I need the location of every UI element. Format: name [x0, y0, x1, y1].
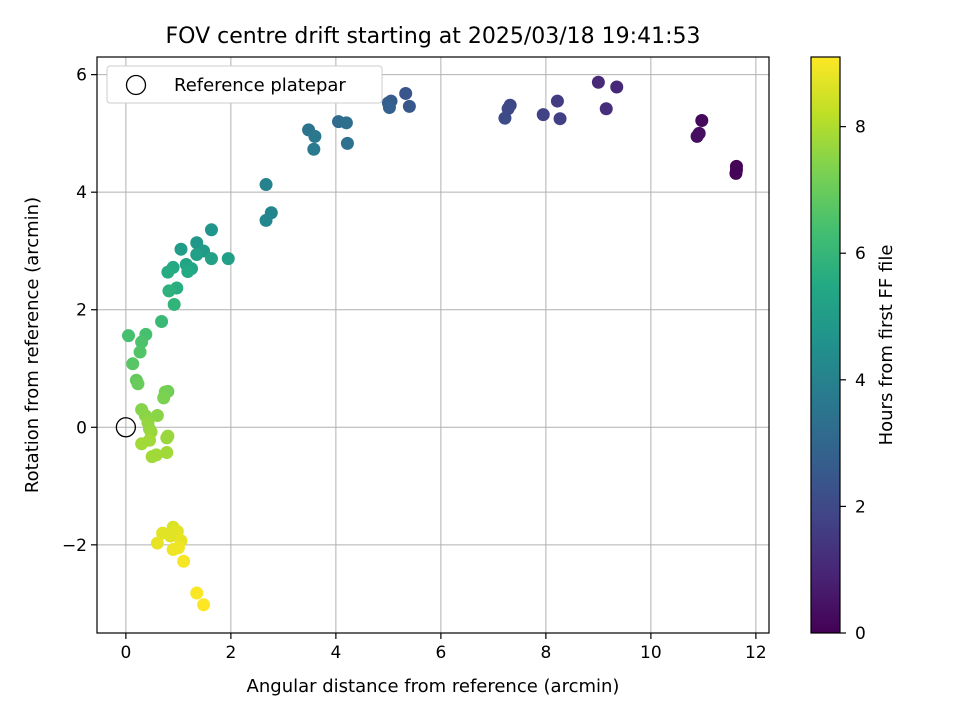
- x-tick-label: 0: [120, 643, 131, 663]
- x-axis-label: Angular distance from reference (arcmin): [247, 676, 620, 697]
- y-axis: −2 0 2 4 6: [62, 66, 97, 556]
- colorbar: 0 2 4 6 8 Hours from first FF file: [811, 57, 897, 644]
- x-axis: 0 2 4 6 8 10 12: [120, 633, 766, 663]
- data-point: [134, 346, 147, 359]
- data-point: [308, 130, 321, 143]
- colorbar-tick-label: 4: [855, 371, 866, 391]
- data-point: [729, 167, 742, 180]
- colorbar-label: Hours from first FF file: [876, 245, 897, 446]
- data-point: [554, 112, 567, 125]
- data-point: [205, 252, 218, 265]
- data-point: [175, 243, 188, 256]
- data-point: [160, 431, 173, 444]
- data-point: [610, 80, 623, 93]
- data-point: [260, 178, 273, 191]
- data-point: [190, 587, 203, 600]
- data-point: [177, 555, 190, 568]
- plot-background: [97, 57, 769, 633]
- colorbar-ticks: 0 2 4 6 8: [840, 118, 866, 644]
- data-point: [222, 252, 235, 265]
- x-tick-label: 4: [330, 643, 341, 663]
- data-point: [592, 76, 605, 89]
- y-tick-label: 6: [76, 66, 87, 86]
- chart: FOV centre drift starting at 2025/03/18 …: [0, 0, 960, 720]
- data-point: [172, 541, 185, 554]
- data-point: [126, 357, 139, 370]
- data-point: [168, 298, 181, 311]
- data-point: [151, 537, 164, 550]
- data-point: [551, 95, 564, 108]
- y-tick-label: 4: [76, 183, 87, 203]
- data-point: [340, 116, 353, 129]
- x-tick-label: 6: [435, 643, 446, 663]
- data-point: [197, 598, 210, 611]
- data-point: [383, 101, 396, 114]
- data-point: [399, 87, 412, 100]
- data-point: [135, 437, 148, 450]
- data-point: [155, 315, 168, 328]
- data-point: [205, 223, 218, 236]
- y-axis-label: Rotation from reference (arcmin): [22, 197, 43, 493]
- x-tick-label: 12: [745, 643, 767, 663]
- y-tick-label: 2: [76, 301, 87, 321]
- data-point: [131, 377, 144, 390]
- x-tick-label: 8: [540, 643, 551, 663]
- colorbar-tick-label: 2: [855, 497, 866, 517]
- data-point: [161, 266, 174, 279]
- data-point: [190, 248, 203, 261]
- y-tick-label: −2: [62, 536, 87, 556]
- legend-entry-label: Reference platepar: [174, 75, 346, 96]
- y-tick-label: 0: [76, 418, 87, 438]
- colorbar-tick-label: 0: [855, 624, 866, 644]
- x-tick-label: 10: [640, 643, 662, 663]
- data-point: [307, 143, 320, 156]
- data-point: [260, 214, 273, 227]
- data-point: [146, 450, 159, 463]
- data-point: [695, 114, 708, 127]
- data-point: [162, 284, 175, 297]
- data-point: [691, 130, 704, 143]
- data-point: [600, 102, 613, 115]
- data-point: [157, 391, 170, 404]
- chart-title: FOV centre drift starting at 2025/03/18 …: [166, 24, 701, 49]
- colorbar-tick-label: 6: [855, 244, 866, 264]
- data-point: [122, 329, 135, 342]
- legend: Reference platepar: [107, 66, 382, 103]
- colorbar-tick-label: 8: [855, 118, 866, 138]
- data-point: [341, 137, 354, 150]
- x-tick-label: 2: [225, 643, 236, 663]
- data-point: [181, 265, 194, 278]
- data-point: [403, 100, 416, 113]
- colorbar-gradient: [811, 57, 840, 633]
- plot-area: [97, 57, 769, 633]
- data-point: [498, 112, 511, 125]
- data-point: [537, 108, 550, 121]
